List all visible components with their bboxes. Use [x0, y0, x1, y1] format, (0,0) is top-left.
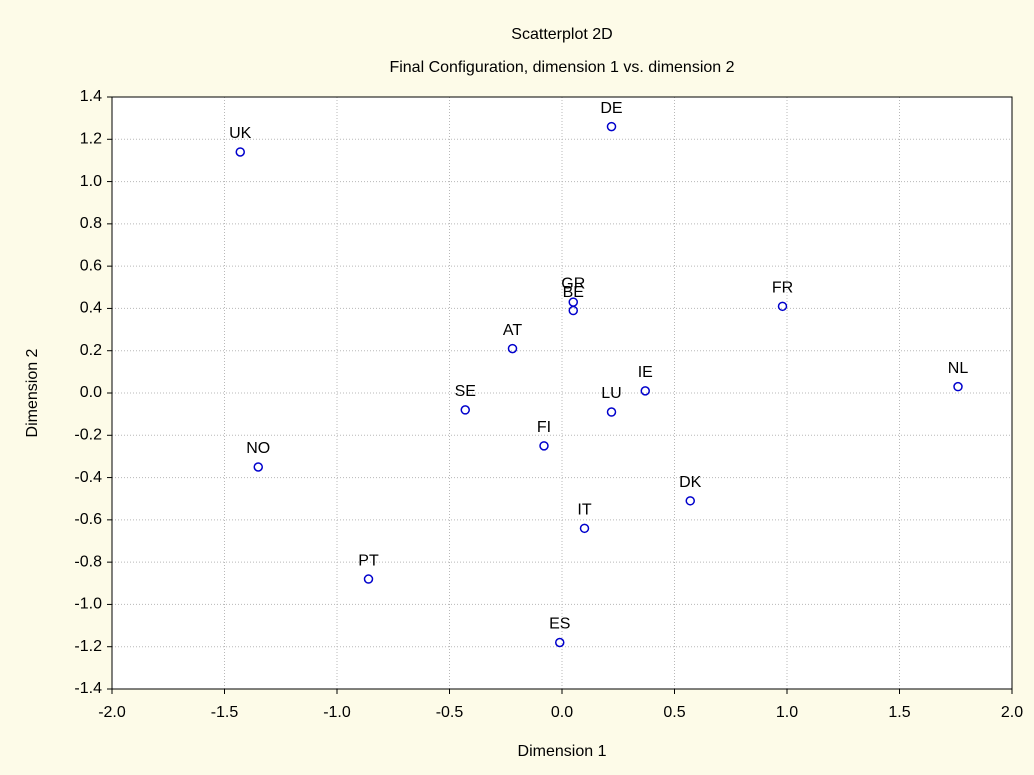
plot-layer: -1.4 -1.2 -1.0 -0.8 -0.6 -0.4 -0.2 0.0 0.2 0.4 0.6…: [74, 88, 1023, 721]
point: [507, 343, 518, 354]
chart-subtitle: Final Configuration, dimension 1 vs. dim…: [389, 59, 734, 76]
y-tick-label: -0.6: [74, 511, 102, 528]
x-tick-label: -0.5: [436, 704, 464, 721]
y-tick-label: 0.2: [80, 342, 102, 359]
y-axis-label: Dimension 2: [24, 348, 41, 437]
y-tick-label: -0.2: [74, 427, 102, 444]
point: [539, 441, 549, 451]
x-tick-label: 1.0: [776, 704, 798, 721]
point-label: FR: [772, 280, 793, 297]
point: [235, 147, 245, 157]
point-label: IE: [638, 364, 653, 381]
y-tick-label: 1.4: [80, 88, 102, 105]
x-tick-label: 2.0: [1001, 704, 1023, 721]
x-axis-label: Dimension 1: [518, 743, 607, 760]
y-tick-label: -1.2: [74, 638, 102, 655]
point-label: DE: [600, 100, 622, 117]
point: [579, 523, 590, 534]
x-tick-label: 0.0: [551, 704, 573, 721]
point: [777, 301, 788, 312]
y-tick-label: -1.0: [74, 596, 102, 613]
point-label: GR: [561, 275, 585, 292]
point-label: LU: [601, 385, 621, 402]
point: [953, 381, 963, 392]
point-label: FI: [537, 419, 551, 436]
point: [555, 637, 565, 648]
point: [460, 405, 470, 415]
point: [568, 305, 578, 316]
y-tick-label: 0.0: [80, 384, 102, 401]
point-label: NL: [948, 360, 969, 377]
y-tick-label: 0.8: [80, 215, 102, 232]
x-tick-label: 0.5: [663, 704, 685, 721]
point: [640, 386, 650, 396]
point-label: IT: [577, 502, 591, 519]
x-tick-label: 1.5: [888, 704, 910, 721]
point: [606, 407, 617, 417]
point-label: AT: [503, 322, 522, 339]
point: [606, 121, 617, 132]
x-tick-label: -2.0: [98, 704, 126, 721]
y-tick-label: 1.0: [80, 173, 102, 190]
y-tick-label: -0.4: [74, 469, 102, 486]
point-label: SE: [455, 383, 476, 400]
plot-border: [111, 96, 1013, 690]
point-label: DK: [679, 474, 702, 491]
point: [253, 462, 263, 472]
point: [685, 496, 695, 506]
point-label: UK: [229, 125, 252, 142]
y-tick-label: 0.6: [80, 257, 102, 274]
chart-title: Scatterplot 2D: [511, 26, 612, 43]
point-label: NO: [246, 440, 270, 457]
x-tick-label: -1.0: [323, 704, 351, 721]
point-label: PT: [358, 552, 379, 569]
point-label: ES: [549, 616, 570, 633]
y-tick-label: 0.4: [80, 300, 102, 317]
point: [363, 574, 374, 584]
y-tick-label: -1.4: [74, 680, 102, 697]
x-tick-label: -1.5: [211, 704, 239, 721]
y-tick-label: 1.2: [80, 131, 102, 148]
y-tick-label: -0.8: [74, 553, 102, 570]
point-label: BE: [563, 284, 584, 301]
